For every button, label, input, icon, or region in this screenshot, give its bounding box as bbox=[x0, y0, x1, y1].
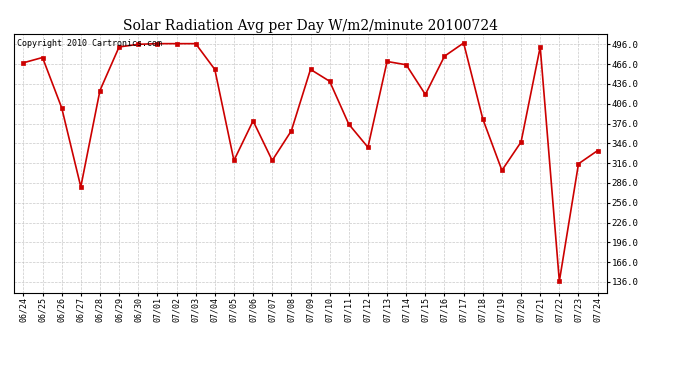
Title: Solar Radiation Avg per Day W/m2/minute 20100724: Solar Radiation Avg per Day W/m2/minute … bbox=[123, 19, 498, 33]
Text: Copyright 2010 Cartronics.com: Copyright 2010 Cartronics.com bbox=[17, 39, 161, 48]
